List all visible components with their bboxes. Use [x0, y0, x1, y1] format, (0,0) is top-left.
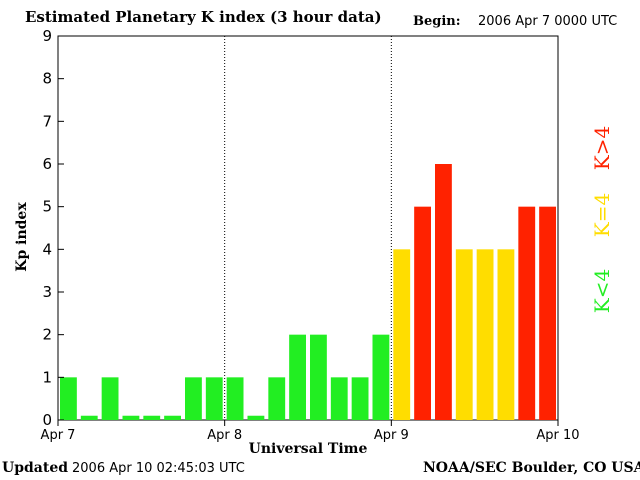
kp-bar	[226, 377, 244, 420]
kp-bar	[330, 377, 348, 420]
kp-bar	[435, 164, 452, 420]
kp-bar	[372, 334, 390, 420]
kp-bar	[476, 249, 494, 420]
kp-bar	[455, 249, 473, 420]
chart-title: Estimated Planetary K index (3 hour data…	[25, 8, 382, 26]
plot-frame	[57, 35, 559, 421]
kp-bar	[268, 377, 286, 420]
y-tick-label: 7	[42, 112, 52, 130]
y-tick-label: 1	[42, 368, 52, 386]
begin-value: 2006 Apr 7 0000 UTC	[478, 14, 618, 29]
y-tick-label: 4	[42, 240, 52, 258]
x-tick-label: Apr 8	[207, 428, 242, 443]
y-tick-label: 3	[42, 283, 52, 301]
kp-bar	[80, 415, 98, 420]
y-tick-label: 9	[42, 27, 52, 45]
kp-bar	[205, 377, 223, 420]
credit-text: NOAA/SEC Boulder, CO USA	[423, 460, 640, 476]
kp-bar	[60, 377, 77, 420]
kp-bar	[289, 334, 306, 420]
kp-bar	[247, 415, 265, 420]
x-tick-label: Apr 7	[41, 428, 76, 443]
kp-bar	[497, 249, 515, 420]
legend-high: K>4	[590, 125, 614, 171]
y-axis-label: Kp index	[14, 202, 30, 272]
x-tick-label: Apr 9	[374, 428, 409, 443]
y-tick-label: 0	[42, 411, 52, 429]
x-axis-label: Universal Time	[249, 441, 368, 457]
kp-bar	[101, 377, 119, 420]
legend-mid: K=4	[590, 192, 614, 238]
x-tick-label: Apr 10	[536, 428, 579, 443]
kp-bar	[310, 334, 327, 420]
kp-bar	[164, 415, 181, 420]
kp-bar	[143, 415, 161, 420]
updated-value: 2006 Apr 10 02:45:03 UTC	[72, 461, 245, 476]
y-tick-label: 8	[42, 70, 52, 88]
kp-bar	[393, 249, 411, 420]
kp-bar	[122, 415, 140, 420]
y-tick-label: 6	[42, 155, 52, 173]
legend-low: K<4	[590, 268, 614, 314]
y-tick-label: 5	[42, 198, 52, 216]
y-tick-label: 2	[42, 326, 52, 344]
begin-label: Begin:	[413, 14, 461, 29]
kp-bar	[185, 377, 202, 420]
kp-bar	[539, 206, 556, 420]
kp-bar	[518, 206, 536, 420]
kp-bar	[414, 206, 431, 420]
updated-label: Updated	[2, 460, 69, 476]
kp-bar	[351, 377, 369, 420]
